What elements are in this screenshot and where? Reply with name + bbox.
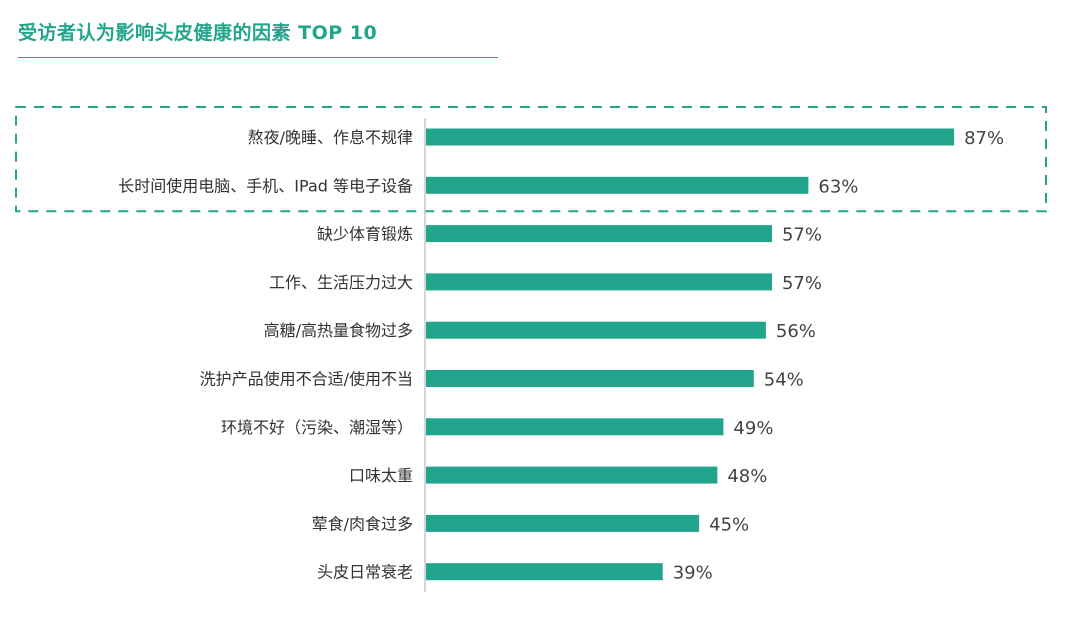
bar	[426, 466, 718, 484]
category-label: 熬夜/晚睡、作息不规律	[248, 128, 413, 147]
bar	[426, 418, 724, 436]
value-label: 57%	[782, 273, 822, 294]
bar	[426, 321, 766, 339]
title-underline	[18, 57, 498, 58]
category-label: 缺少体育锻炼	[317, 225, 413, 244]
value-label: 54%	[764, 370, 804, 391]
value-label: 63%	[818, 176, 858, 197]
value-label: 45%	[709, 514, 749, 535]
value-label: 49%	[733, 418, 773, 439]
bar	[426, 370, 754, 387]
value-label: 87%	[964, 128, 1004, 149]
bar	[426, 225, 772, 243]
value-label: 57%	[782, 225, 822, 246]
highlight-box	[15, 106, 1047, 213]
value-label: 39%	[673, 563, 713, 584]
chart-title: 受访者认为影响头皮健康的因素 TOP 10	[18, 22, 378, 44]
category-label: 洗护产品使用不合适/使用不当	[200, 370, 413, 389]
bar	[426, 273, 772, 291]
category-label: 长时间使用电脑、手机、IPad 等电子设备	[118, 176, 413, 195]
category-label: 口味太重	[349, 466, 413, 485]
bar	[426, 563, 663, 581]
bar	[426, 128, 955, 146]
value-label: 56%	[776, 321, 816, 342]
category-label: 工作、生活压力过大	[269, 273, 413, 292]
category-label: 高糖/高热量食物过多	[264, 321, 413, 340]
bar	[426, 514, 700, 532]
category-label: 头皮日常衰老	[317, 563, 413, 582]
value-label: 48%	[727, 466, 767, 487]
bar	[426, 176, 809, 194]
category-label: 环境不好（污染、潮湿等）	[221, 418, 413, 437]
category-label: 荤食/肉食过多	[312, 514, 413, 533]
